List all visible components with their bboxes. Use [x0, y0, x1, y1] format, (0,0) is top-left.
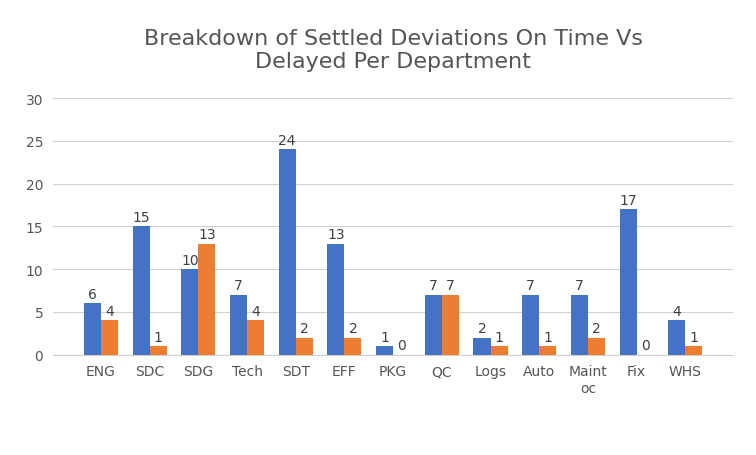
Text: 13: 13: [327, 228, 345, 242]
Bar: [181, 269, 198, 355]
Text: 1: 1: [494, 330, 503, 344]
Bar: [668, 321, 686, 355]
Text: 7: 7: [234, 278, 243, 293]
Bar: [376, 346, 393, 355]
Bar: [539, 346, 556, 355]
Text: 1: 1: [689, 330, 699, 344]
Text: 10: 10: [181, 253, 199, 267]
Text: 1: 1: [544, 330, 552, 344]
Bar: [101, 321, 118, 355]
Text: 7: 7: [575, 278, 584, 293]
Text: 0: 0: [641, 339, 649, 352]
Bar: [132, 227, 150, 355]
Text: 7: 7: [429, 278, 438, 293]
Text: 2: 2: [478, 321, 486, 335]
Bar: [150, 346, 166, 355]
Text: 1: 1: [380, 330, 389, 344]
Bar: [442, 295, 459, 355]
Text: 4: 4: [672, 304, 681, 318]
Bar: [279, 150, 296, 355]
Bar: [588, 338, 605, 355]
Text: 2: 2: [592, 321, 601, 335]
Bar: [230, 295, 247, 355]
Text: 15: 15: [132, 210, 150, 224]
Bar: [296, 338, 313, 355]
Bar: [425, 295, 442, 355]
Text: 7: 7: [526, 278, 535, 293]
Bar: [686, 346, 702, 355]
Text: 17: 17: [619, 193, 637, 207]
Bar: [198, 244, 215, 355]
Text: 4: 4: [251, 304, 260, 318]
Bar: [620, 210, 637, 355]
Text: 1: 1: [153, 330, 163, 344]
Bar: [491, 346, 507, 355]
Text: 2: 2: [300, 321, 308, 335]
Text: 0: 0: [397, 339, 406, 352]
Bar: [571, 295, 588, 355]
Bar: [473, 338, 491, 355]
Text: 13: 13: [198, 228, 215, 242]
Text: 24: 24: [278, 134, 296, 147]
Title: Breakdown of Settled Deviations On Time Vs
Delayed Per Department: Breakdown of Settled Deviations On Time …: [144, 29, 643, 72]
Bar: [327, 244, 345, 355]
Bar: [84, 304, 101, 355]
Text: 7: 7: [446, 278, 454, 293]
Text: 6: 6: [88, 287, 97, 301]
Bar: [247, 321, 264, 355]
Text: 2: 2: [349, 321, 358, 335]
Text: 4: 4: [105, 304, 114, 318]
Bar: [345, 338, 361, 355]
Bar: [522, 295, 539, 355]
